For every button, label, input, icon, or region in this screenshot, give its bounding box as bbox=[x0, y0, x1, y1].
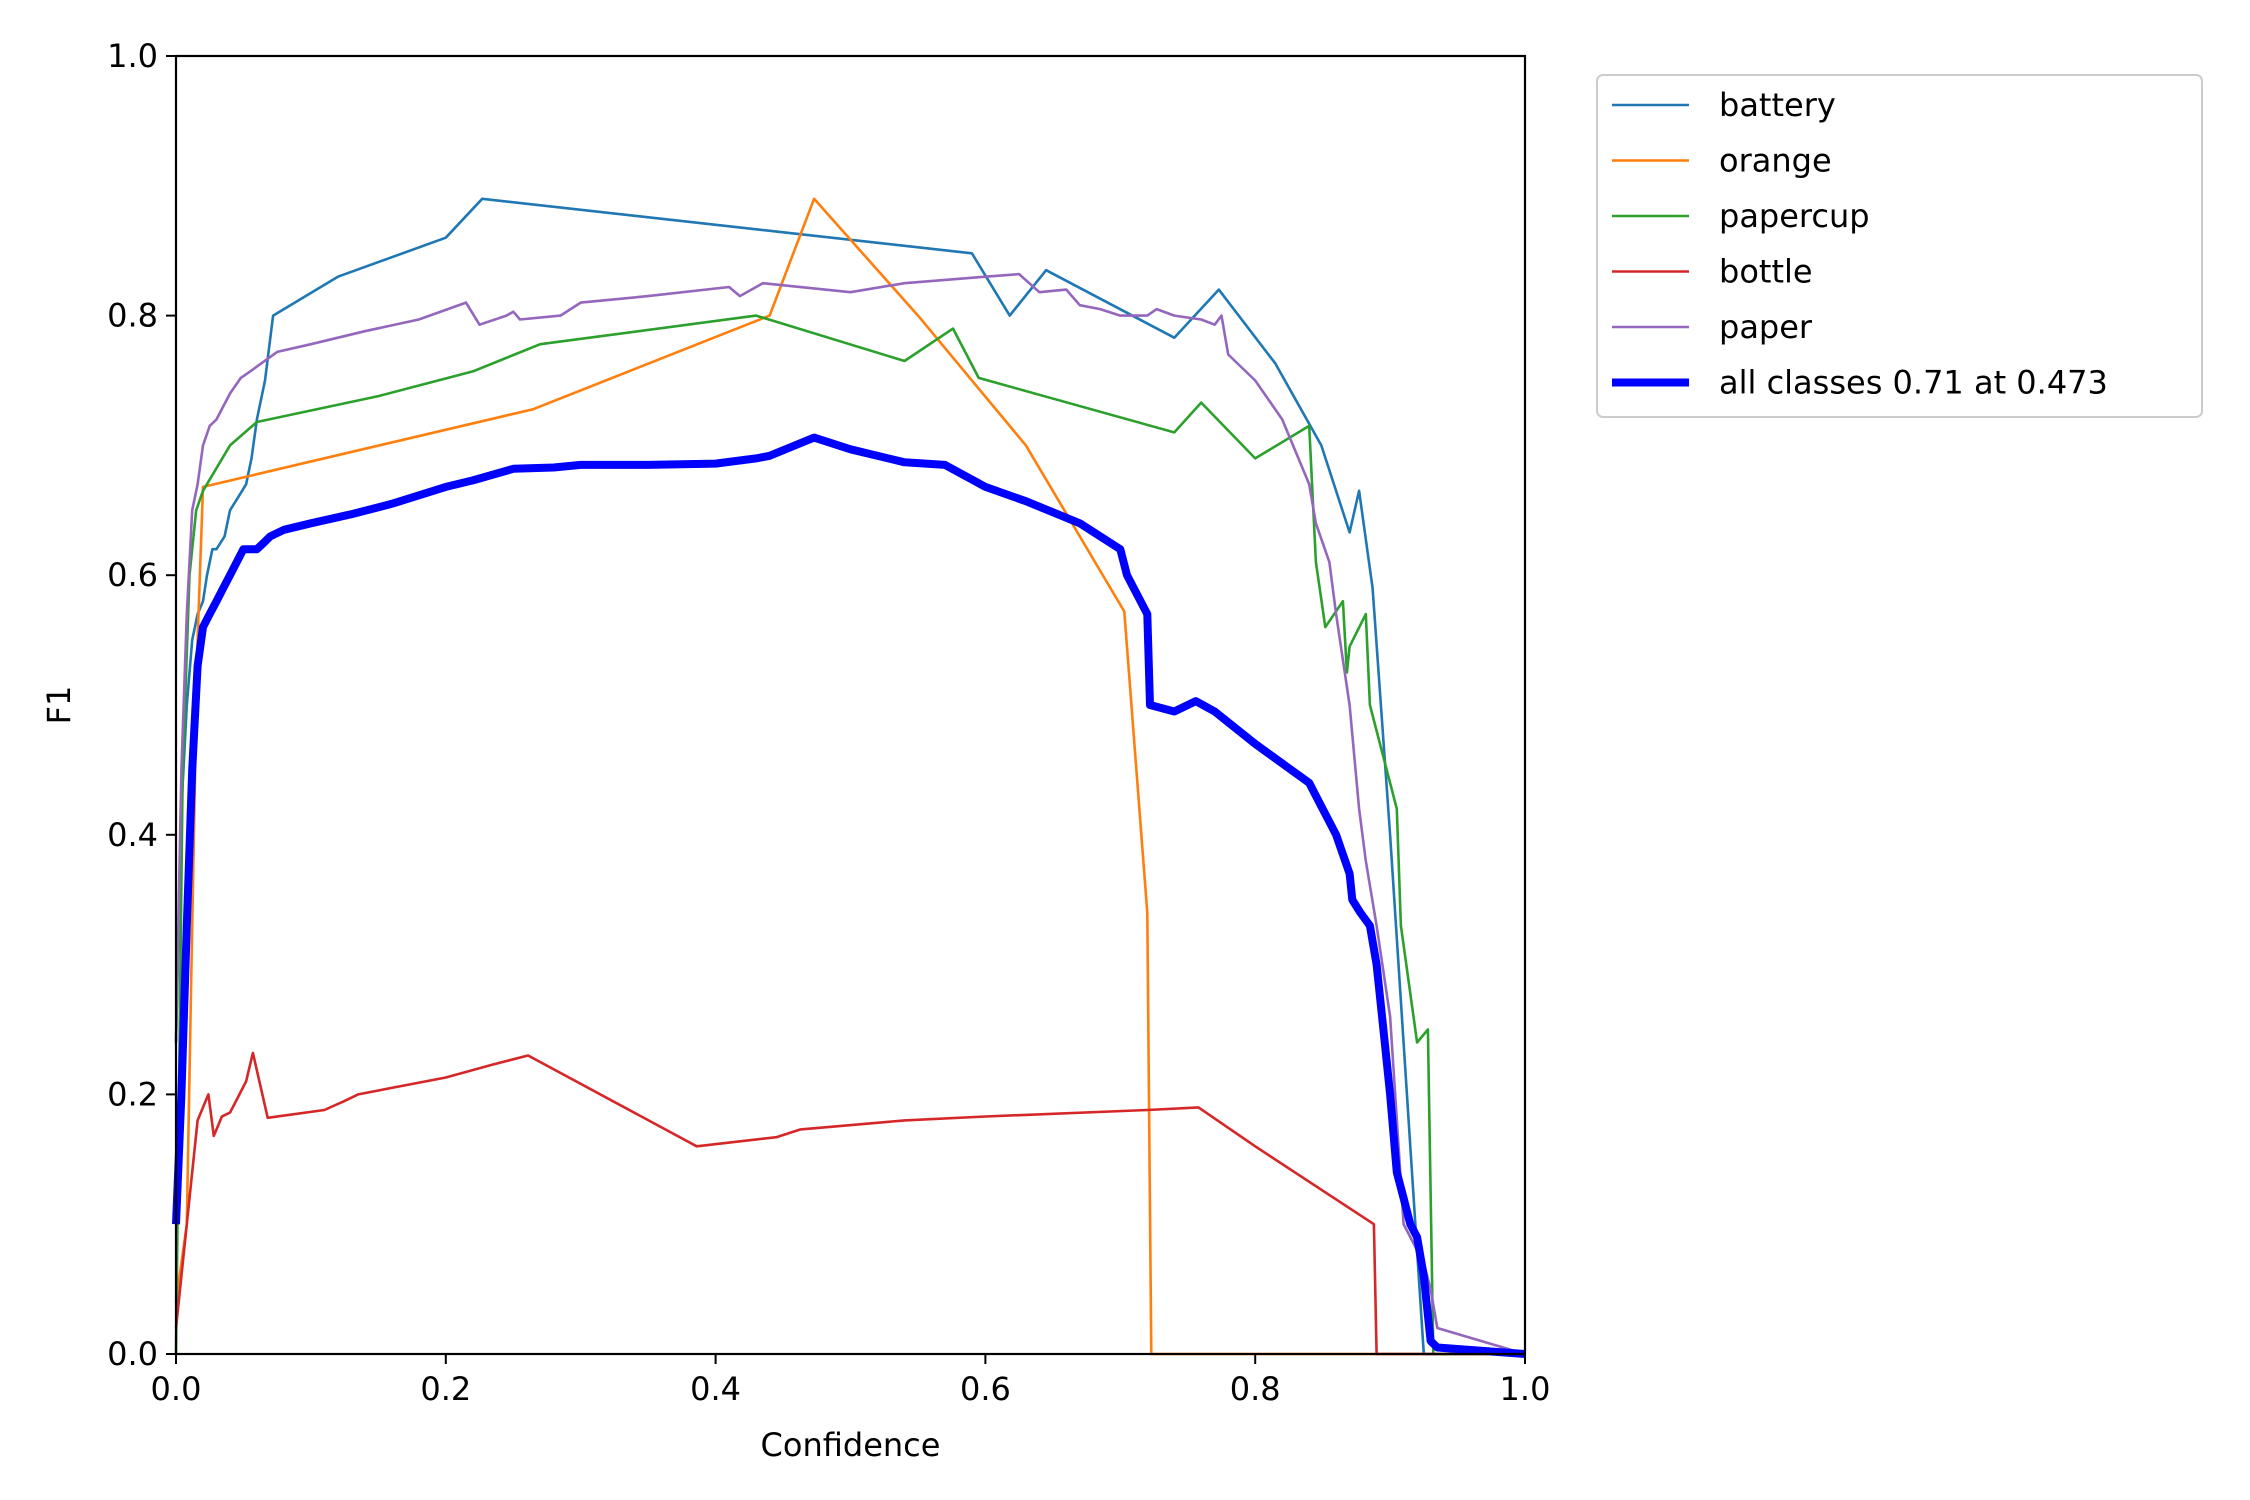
y-axis: 0.0 0.2 0.4 0.6 0.8 1.0 bbox=[107, 37, 176, 1373]
legend-label: orange bbox=[1719, 142, 1832, 180]
y-tick-label: 0.6 bbox=[107, 556, 158, 594]
y-tick-label: 0.8 bbox=[107, 297, 158, 335]
x-tick-label: 1.0 bbox=[1500, 1370, 1551, 1408]
plot-area-frame bbox=[174, 54, 1527, 1356]
x-axis-label: Confidence bbox=[761, 1426, 941, 1464]
legend-label: battery bbox=[1719, 86, 1836, 124]
x-tick-label: 0.8 bbox=[1230, 1370, 1281, 1408]
series-line-4 bbox=[174, 272, 1526, 1356]
series-line-3 bbox=[174, 1051, 1525, 1356]
legend-label: paper bbox=[1719, 308, 1813, 346]
x-tick-label: 0.2 bbox=[420, 1370, 471, 1408]
series-line-2 bbox=[174, 314, 1525, 1356]
series-line-1 bbox=[174, 197, 1525, 1356]
legend-label: all classes 0.71 at 0.473 bbox=[1719, 364, 2108, 402]
legend-label: bottle bbox=[1719, 253, 1813, 291]
x-tick-label: 0.6 bbox=[960, 1370, 1011, 1408]
x-tick-label: 0.4 bbox=[690, 1370, 741, 1408]
y-tick-label: 0.4 bbox=[107, 816, 158, 854]
legend-label: papercup bbox=[1719, 197, 1870, 235]
x-axis: 0.0 0.2 0.4 0.6 0.8 1.0 bbox=[151, 1354, 1551, 1408]
series-line-5 bbox=[172, 433, 1526, 1358]
legend: battery orange papercup bottle paper all clas… bbox=[1596, 74, 2203, 418]
y-tick-label: 0.0 bbox=[107, 1335, 158, 1373]
y-tick-label: 1.0 bbox=[107, 37, 158, 75]
y-tick-label: 0.2 bbox=[107, 1075, 158, 1113]
legend-box bbox=[1596, 74, 2203, 418]
series-layer bbox=[172, 197, 1526, 1358]
x-tick-label: 0.0 bbox=[151, 1370, 202, 1408]
y-axis-label: F1 bbox=[40, 686, 78, 725]
series-line-0 bbox=[174, 197, 1525, 1356]
